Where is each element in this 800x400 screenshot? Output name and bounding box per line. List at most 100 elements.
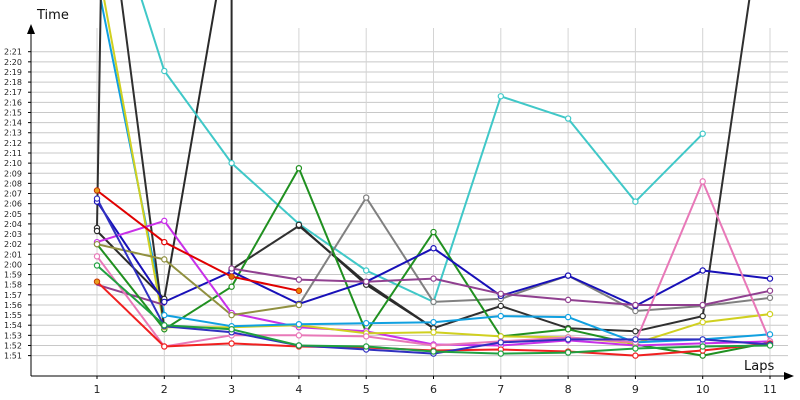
series-point-4 bbox=[632, 307, 639, 315]
x-tick-label: 3 bbox=[228, 383, 235, 396]
series-point-2 bbox=[497, 302, 504, 310]
series-point-1 bbox=[161, 67, 168, 75]
series-point-4 bbox=[430, 298, 437, 306]
y-tick-label: 1:52 bbox=[4, 341, 22, 350]
grid-layer bbox=[31, 28, 788, 376]
y-tick-label: 1:56 bbox=[4, 301, 22, 310]
series-point-3 bbox=[93, 227, 101, 235]
y-tick-label: 2:08 bbox=[4, 179, 22, 188]
axis-layer: Time Laps bbox=[27, 8, 794, 380]
y-tick-label: 2:19 bbox=[4, 68, 22, 77]
y-tick-label: 2:00 bbox=[4, 260, 22, 269]
series-point-15 bbox=[699, 336, 706, 343]
series-point-16 bbox=[228, 326, 235, 333]
series-offchart-segment bbox=[120, 0, 166, 330]
series-point-1 bbox=[564, 115, 572, 122]
x-axis-title: Laps bbox=[744, 359, 774, 374]
series-point-12 bbox=[363, 278, 370, 285]
series-point-15 bbox=[564, 336, 572, 343]
x-tick-label: 2 bbox=[161, 383, 168, 396]
series-point-15 bbox=[632, 336, 639, 343]
series-point-16 bbox=[93, 262, 101, 269]
series-point-9 bbox=[497, 333, 504, 340]
y-tick-label: 1:53 bbox=[4, 331, 22, 340]
x-tick-label: 1 bbox=[94, 383, 101, 396]
series-point-16 bbox=[632, 345, 639, 352]
x-tick-label: 7 bbox=[497, 383, 504, 396]
series-point-11 bbox=[93, 253, 101, 260]
series-point-16 bbox=[766, 342, 774, 349]
series-point-3 bbox=[295, 221, 303, 229]
x-tick-label: 11 bbox=[763, 383, 777, 396]
y-tick-label: 2:17 bbox=[4, 88, 22, 97]
series-point-16 bbox=[497, 350, 504, 357]
y-tick-label: 2:12 bbox=[4, 139, 22, 148]
y-tick-label: 2:02 bbox=[4, 240, 22, 249]
y-axis-arrow bbox=[27, 24, 35, 34]
series-point-highlight bbox=[94, 278, 101, 285]
series-point-16 bbox=[430, 348, 437, 355]
y-tick-label: 1:55 bbox=[4, 311, 22, 320]
series-line-8 bbox=[96, 189, 300, 292]
series-point-9 bbox=[766, 310, 774, 318]
series-point-14 bbox=[161, 343, 168, 350]
y-tick-label: 1:57 bbox=[4, 291, 22, 300]
series-point-10 bbox=[161, 311, 168, 319]
series-offchart-segment bbox=[701, 0, 751, 318]
series-point-4 bbox=[766, 294, 774, 302]
series-point-12 bbox=[632, 301, 639, 309]
y-tick-label: 2:07 bbox=[4, 190, 22, 199]
series-point-6 bbox=[699, 267, 706, 274]
series-point-16 bbox=[161, 322, 168, 329]
y-tick-label: 2:21 bbox=[4, 48, 22, 57]
y-tick-label: 1:58 bbox=[4, 281, 22, 290]
y-tick-label: 1:54 bbox=[4, 321, 22, 330]
y-tick-label: 2:05 bbox=[4, 210, 22, 219]
series-point-9 bbox=[699, 318, 706, 326]
series-point-12 bbox=[699, 301, 706, 309]
series-point-1 bbox=[363, 267, 370, 274]
series-point-12 bbox=[430, 275, 437, 282]
series-point-5 bbox=[295, 164, 303, 172]
x-tick-label: 4 bbox=[295, 383, 302, 396]
series-line-13 bbox=[96, 243, 300, 317]
y-tick-label: 2:04 bbox=[4, 220, 22, 229]
series-line-4 bbox=[298, 196, 771, 312]
series-point-11 bbox=[363, 333, 370, 340]
series-point-6 bbox=[430, 245, 437, 252]
x-tick-label: 5 bbox=[363, 383, 370, 396]
series-point-11 bbox=[295, 332, 303, 339]
series-point-9 bbox=[430, 329, 437, 336]
series-point-11 bbox=[430, 342, 437, 349]
series-point-16 bbox=[699, 343, 706, 350]
series-point-13 bbox=[295, 301, 303, 309]
series-line-10 bbox=[164, 314, 771, 344]
y-tick-label: 2:15 bbox=[4, 108, 22, 117]
y-tick-label: 2:01 bbox=[4, 250, 22, 259]
series-point-12 bbox=[228, 265, 235, 272]
series-layer bbox=[93, 0, 774, 359]
x-tick-label: 8 bbox=[565, 383, 572, 396]
series-point-16 bbox=[363, 343, 370, 350]
y-tick-label: 1:59 bbox=[4, 271, 22, 280]
series-point-8 bbox=[161, 238, 168, 246]
series-point-highlight bbox=[94, 187, 101, 194]
series-offchart-segment bbox=[96, 0, 102, 229]
series-point-14 bbox=[632, 352, 639, 359]
series-point-10 bbox=[363, 319, 370, 327]
y-tick-label: 2:18 bbox=[4, 78, 22, 87]
series-point-16 bbox=[295, 342, 303, 349]
y-tick-label: 2:06 bbox=[4, 200, 22, 209]
series-point-15 bbox=[497, 339, 504, 346]
series-offchart-segment bbox=[103, 0, 166, 329]
series-point-5 bbox=[228, 283, 235, 290]
y-tick-label: 2:16 bbox=[4, 98, 22, 107]
series-point-highlight bbox=[228, 273, 235, 280]
y-tick-label: 2:09 bbox=[4, 169, 22, 178]
series-point-5 bbox=[430, 228, 437, 236]
series-point-5 bbox=[564, 326, 572, 333]
series-point-13 bbox=[228, 311, 235, 319]
series-point-6 bbox=[564, 272, 572, 279]
